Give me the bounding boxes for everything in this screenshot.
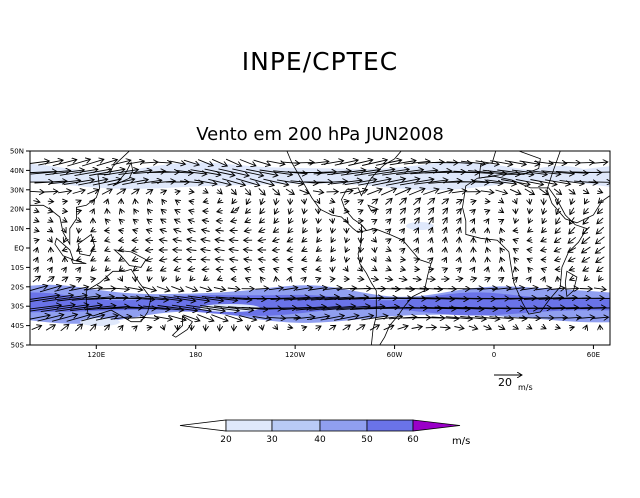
- longitude-axis: 120E 180 120W 60W 0 60E: [87, 345, 600, 359]
- wind-vector: [527, 250, 532, 251]
- longitude-label: 120E: [87, 351, 105, 359]
- latitude-label: 50S: [11, 342, 25, 350]
- wind-vector: [473, 257, 474, 262]
- wind-vector: [48, 201, 54, 202]
- wind-vector: [589, 182, 612, 183]
- longitude-label: 180: [189, 351, 202, 359]
- latitude-label: 30S: [11, 303, 25, 311]
- colorbar-tick-label: 30: [266, 435, 278, 445]
- wind-vector: [487, 228, 488, 233]
- longitude-label: 0: [492, 351, 496, 359]
- wind-vector: [578, 162, 594, 163]
- latitude-label: 40S: [11, 322, 25, 330]
- map-area: 50N 40N 30N 20N 10N EQ 10S 20S 30S 40S 50S 120E 180…: [10, 148, 620, 360]
- wind-vector: [585, 172, 616, 173]
- wind-vector: [99, 289, 116, 290]
- colorbar-segment: [320, 420, 367, 431]
- wind-vector: [201, 259, 210, 260]
- wind-vector: [220, 324, 221, 331]
- reference-value: 20: [498, 376, 512, 389]
- latitude-label: 20S: [11, 283, 25, 291]
- wind-vector: [294, 162, 314, 163]
- wind-vector: [426, 327, 437, 328]
- wind-vector: [107, 209, 108, 214]
- latitude-label: 40N: [10, 167, 24, 175]
- colorbar-tick-label: 60: [407, 435, 419, 445]
- wind-vector: [273, 259, 279, 260]
- longitude-label: 60W: [387, 351, 403, 359]
- reference-unit: m/s: [518, 383, 533, 392]
- longitude-label: 120W: [285, 351, 305, 359]
- wind-vector: [563, 162, 580, 163]
- wind-vector: [485, 201, 490, 202]
- latitude-label: 50N: [10, 148, 24, 156]
- colorbar-segment: [272, 420, 320, 431]
- latitude-label: EQ: [14, 245, 24, 253]
- wind-vector: [487, 257, 488, 262]
- latitude-label: 10S: [11, 264, 25, 272]
- colorbar-tick-label: 20: [220, 435, 232, 445]
- wind-vector: [44, 191, 58, 192]
- wind-vector: [173, 250, 182, 251]
- latitude-axis: 50N 40N 30N 20N 10N EQ 10S 20S 30S 40S 50S: [10, 148, 30, 350]
- wind-vector: [600, 325, 601, 330]
- colorbar-tick-label: 50: [361, 435, 373, 445]
- colorbar-left-triangle: [180, 420, 226, 431]
- colorbar: m/s 20 30 40 50 60: [180, 420, 470, 447]
- wind-vector: [400, 259, 405, 260]
- longitude-label: 60E: [587, 351, 600, 359]
- colorbar-right-triangle: [413, 420, 460, 431]
- colorbar-tick-label: 40: [314, 435, 326, 445]
- wind-vector: [515, 209, 516, 214]
- map-title: Vento em 200 hPa JUN2008: [196, 124, 444, 145]
- header-title: INPE/CPTEC: [242, 47, 398, 76]
- reference-vector: 20 m/s: [494, 375, 533, 392]
- latitude-label: 20N: [10, 206, 24, 214]
- latitude-label: 10N: [10, 225, 24, 233]
- colorbar-segment: [226, 420, 272, 431]
- wind-vector: [205, 324, 206, 330]
- colorbar-segment: [367, 420, 413, 431]
- wind-vector: [427, 279, 435, 280]
- wind-vector: [580, 289, 593, 290]
- latitude-label: 30N: [10, 186, 24, 194]
- colorbar-unit: m/s: [452, 436, 470, 447]
